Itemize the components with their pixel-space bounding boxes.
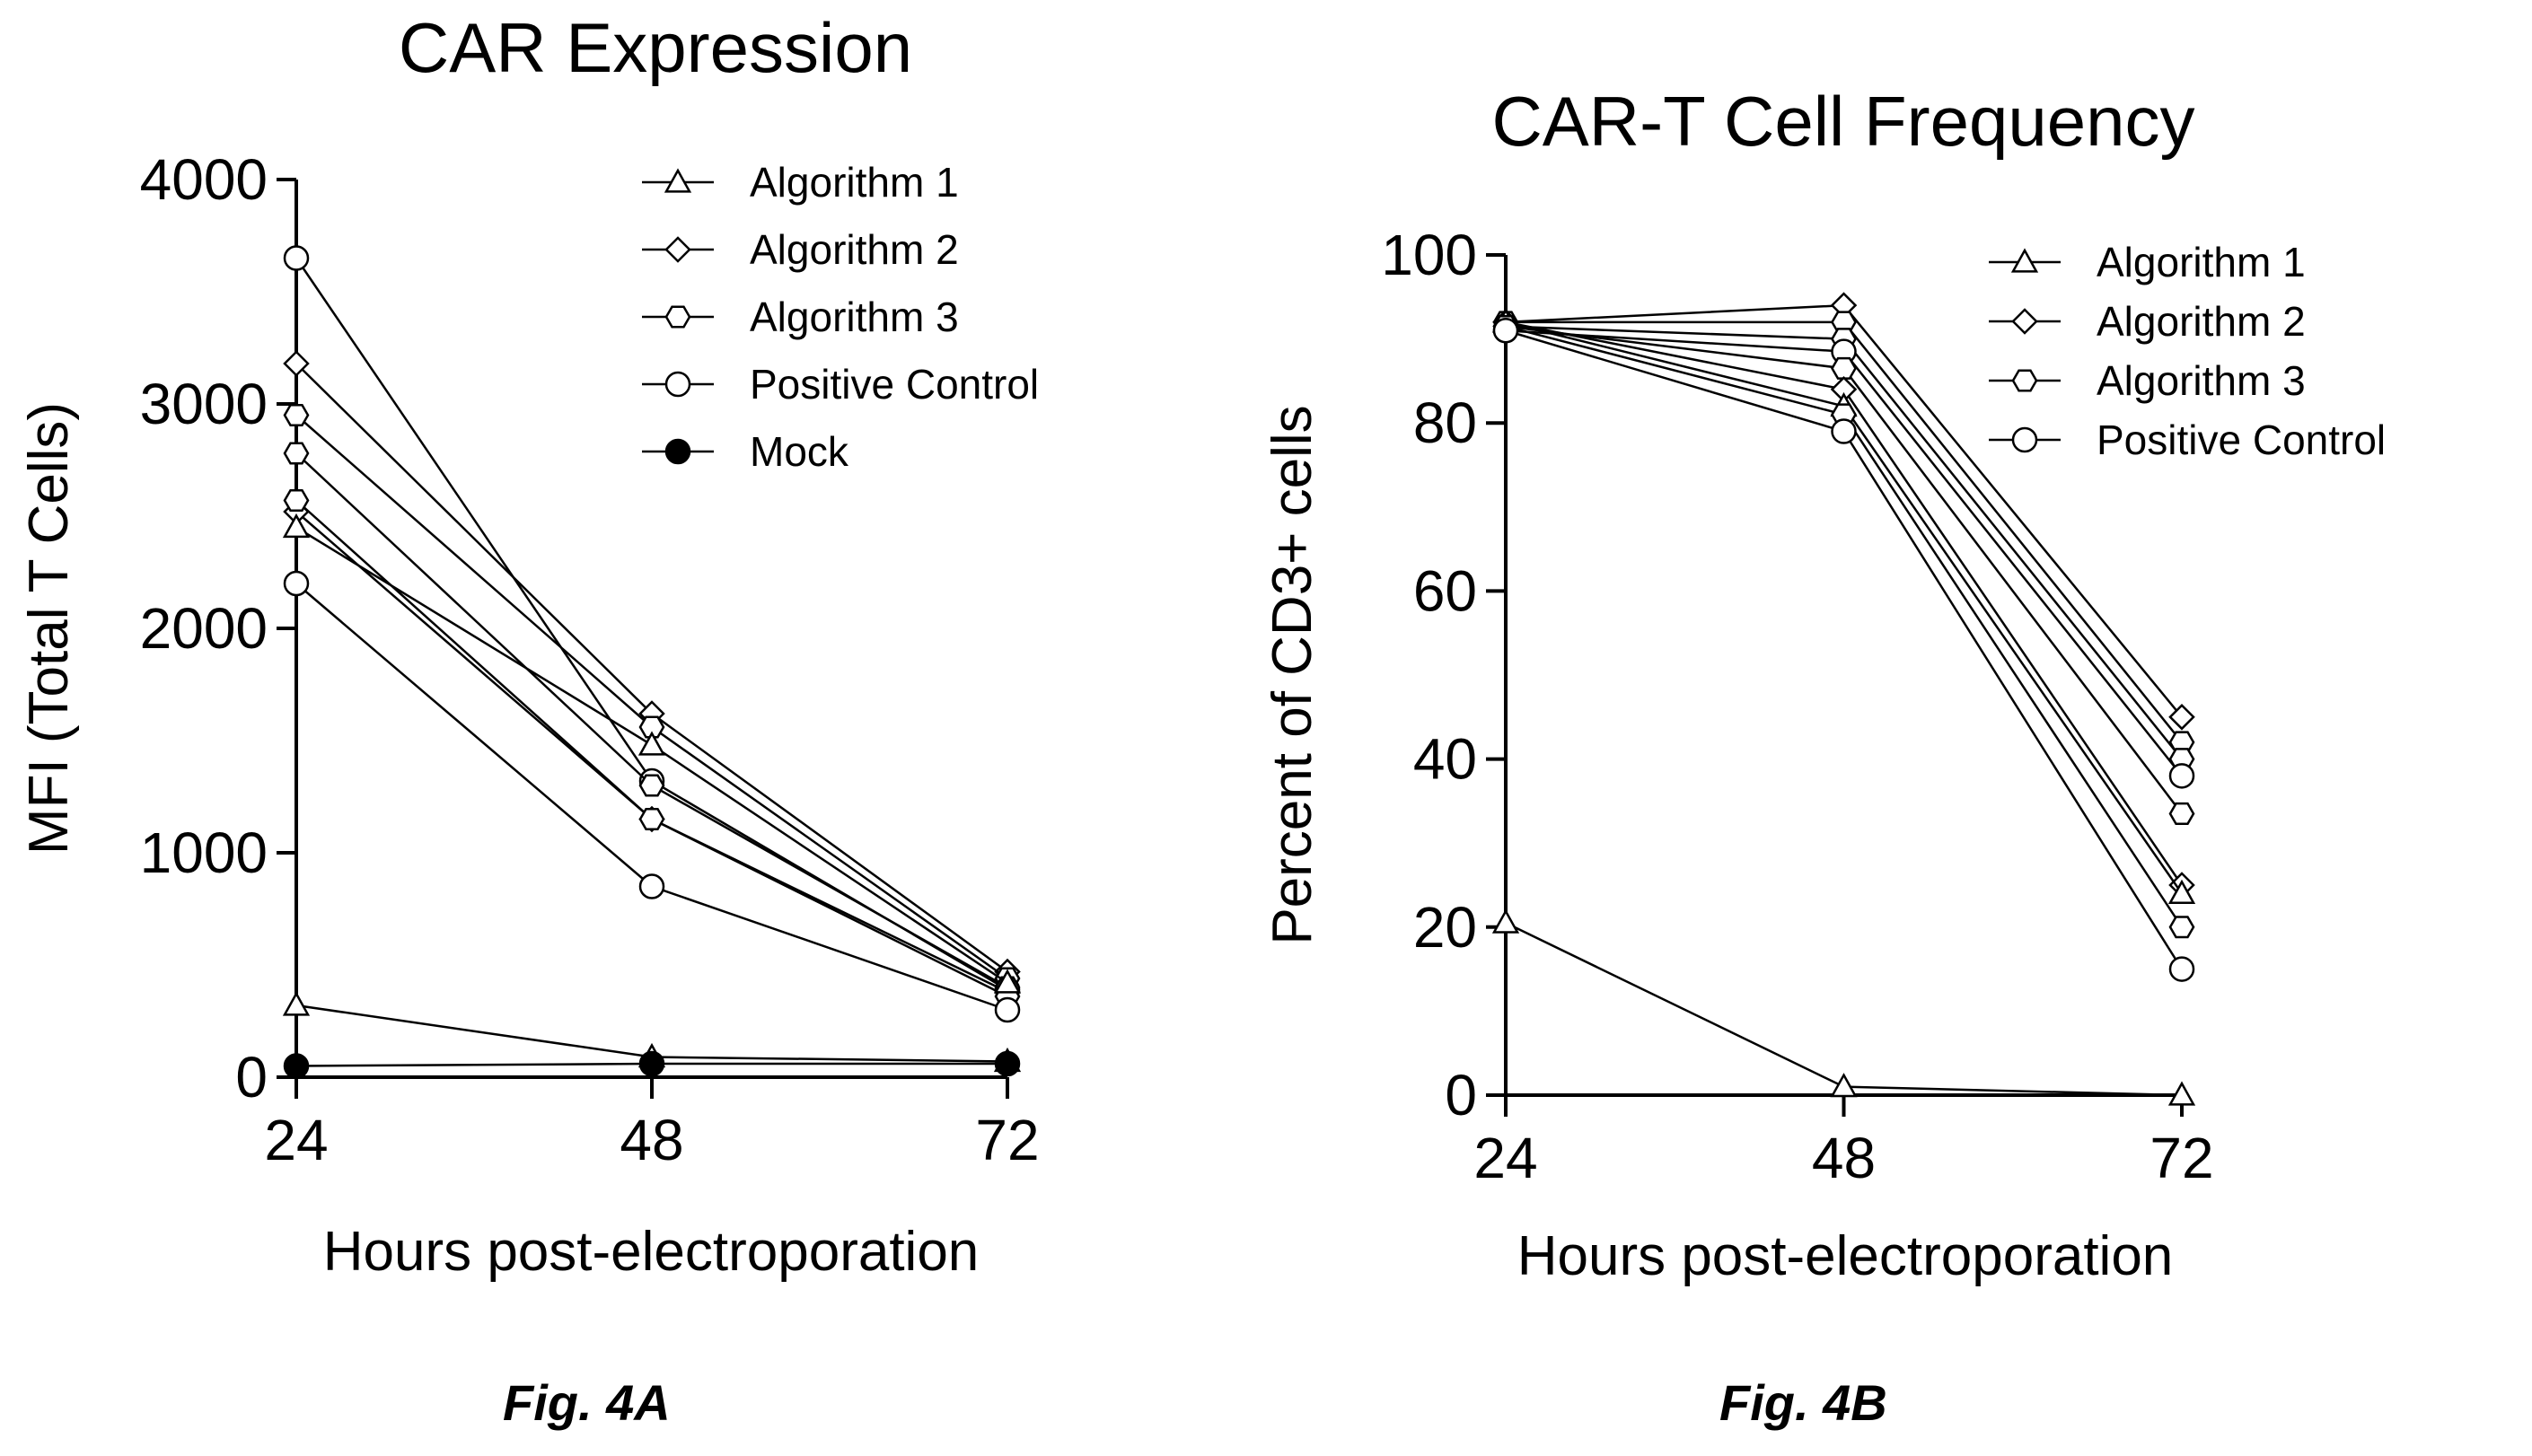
figure-caption-4b: Fig. 4B bbox=[1719, 1374, 1887, 1431]
data-point bbox=[283, 442, 310, 465]
x-tick-label: 48 bbox=[620, 1108, 683, 1172]
data-point bbox=[994, 996, 1021, 1023]
legend-label: Algorithm 2 bbox=[750, 226, 959, 273]
data-point bbox=[1491, 908, 1520, 934]
y-tick-label: 2000 bbox=[140, 596, 268, 661]
chart-car-expression: CAR Expression Hours post-electroporation… bbox=[18, 8, 1040, 1283]
legend-entry: Algorithm 3 bbox=[1989, 357, 2306, 404]
legend-entry: Positive Control bbox=[642, 361, 1039, 408]
series-7 bbox=[1491, 308, 2196, 905]
legend-label: Algorithm 1 bbox=[750, 159, 959, 206]
legend-entry: Algorithm 2 bbox=[1989, 298, 2306, 345]
series-10 bbox=[283, 1050, 1021, 1079]
legend-marker bbox=[664, 236, 691, 263]
y-tick-label: 4000 bbox=[140, 147, 268, 212]
x-tick-label: 72 bbox=[975, 1108, 1039, 1172]
chart-car-t-frequency: CAR-T Cell Frequency Hours post-electropo… bbox=[1262, 82, 2386, 1287]
data-point bbox=[2168, 802, 2195, 825]
legend-marker bbox=[2011, 426, 2038, 453]
data-point bbox=[638, 774, 665, 797]
legend-marker bbox=[2010, 248, 2039, 273]
data-point bbox=[2168, 704, 2195, 731]
legend-marker bbox=[664, 371, 691, 398]
data-point bbox=[638, 1050, 665, 1077]
data-point bbox=[283, 245, 310, 271]
data-point bbox=[1830, 1073, 1858, 1098]
legend-entry: Mock bbox=[642, 428, 849, 475]
data-point bbox=[2168, 763, 2195, 789]
data-point bbox=[638, 807, 665, 831]
x-axis-label: Hours post-electroporation bbox=[323, 1221, 980, 1283]
y-tick-label: 0 bbox=[235, 1045, 268, 1110]
y-tick-label: 3000 bbox=[140, 372, 268, 436]
chart-title: CAR-T Cell Frequency bbox=[1491, 82, 2194, 161]
data-point bbox=[638, 873, 665, 899]
data-point bbox=[2168, 956, 2195, 982]
legend-marker bbox=[2011, 369, 2038, 392]
legend-label: Algorithm 1 bbox=[2097, 239, 2306, 285]
figure-caption-4a: Fig. 4A bbox=[503, 1374, 671, 1431]
data-point bbox=[1831, 418, 1857, 444]
legend-entry: Algorithm 3 bbox=[642, 294, 959, 340]
y-axis-label: MFI (Total T Cells) bbox=[18, 402, 80, 855]
series-9 bbox=[1492, 317, 2195, 982]
chart-title: CAR Expression bbox=[399, 8, 912, 87]
legend-marker bbox=[664, 438, 691, 465]
data-point bbox=[638, 715, 665, 739]
data-point bbox=[282, 991, 311, 1016]
legend-label: Positive Control bbox=[750, 361, 1039, 408]
legend-label: Mock bbox=[750, 428, 849, 475]
data-point bbox=[283, 488, 310, 513]
legend-entry: Algorithm 1 bbox=[642, 159, 959, 206]
data-point bbox=[2168, 916, 2195, 939]
x-tick-label: 24 bbox=[1473, 1126, 1537, 1190]
x-tick-label: 24 bbox=[264, 1108, 328, 1172]
x-tick-label: 48 bbox=[1812, 1126, 1876, 1190]
legend-entry: Algorithm 2 bbox=[642, 226, 959, 273]
y-tick-label: 40 bbox=[1413, 727, 1477, 792]
legend-marker bbox=[2011, 308, 2038, 335]
legend-label: Algorithm 2 bbox=[2097, 298, 2306, 345]
legend-entry: Algorithm 1 bbox=[1989, 239, 2306, 285]
data-point bbox=[637, 731, 666, 756]
data-point bbox=[283, 350, 310, 377]
legend-label: Positive Control bbox=[2097, 417, 2386, 463]
y-tick-label: 80 bbox=[1413, 390, 1477, 455]
data-point bbox=[993, 969, 1022, 994]
y-tick-label: 0 bbox=[1445, 1063, 1477, 1127]
data-point bbox=[1492, 317, 1519, 344]
data-point bbox=[2167, 1081, 2196, 1106]
series-10 bbox=[1491, 908, 2196, 1106]
series-line bbox=[1505, 921, 2183, 1097]
data-point bbox=[282, 513, 311, 539]
y-tick-label: 20 bbox=[1413, 895, 1477, 960]
data-point bbox=[2167, 879, 2196, 905]
data-point bbox=[283, 570, 310, 597]
series-8 bbox=[283, 570, 1021, 1023]
legend-marker bbox=[664, 305, 691, 329]
series-2 bbox=[283, 350, 1021, 986]
y-tick-label: 60 bbox=[1413, 558, 1477, 623]
data-point bbox=[994, 1050, 1021, 1077]
x-tick-label: 72 bbox=[2150, 1126, 2213, 1190]
series-7 bbox=[282, 513, 1022, 994]
y-axis-label: Percent of CD3+ cells bbox=[1262, 405, 1323, 944]
data-point bbox=[283, 1053, 310, 1079]
data-point bbox=[1831, 356, 1857, 380]
x-axis-label: Hours post-electroporation bbox=[1517, 1225, 2174, 1287]
legend-marker bbox=[664, 168, 692, 193]
legend-label: Algorithm 3 bbox=[750, 294, 959, 340]
y-tick-label: 100 bbox=[1381, 223, 1477, 287]
y-tick-label: 1000 bbox=[140, 820, 268, 885]
legend-label: Algorithm 3 bbox=[2097, 357, 2306, 404]
legend-entry: Positive Control bbox=[1989, 417, 2386, 463]
data-point bbox=[283, 403, 310, 427]
